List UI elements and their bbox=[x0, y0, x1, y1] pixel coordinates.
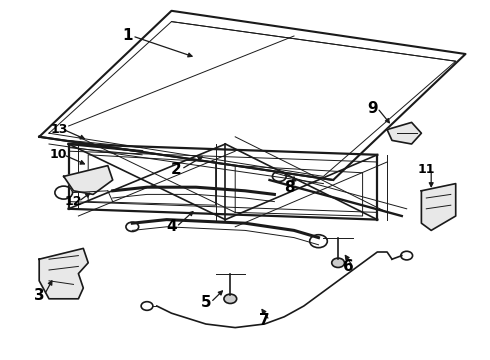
Text: 1: 1 bbox=[122, 28, 133, 44]
Polygon shape bbox=[39, 248, 88, 299]
Text: 4: 4 bbox=[166, 219, 177, 234]
Polygon shape bbox=[387, 122, 421, 144]
Text: 10: 10 bbox=[50, 148, 68, 161]
Text: 2: 2 bbox=[171, 162, 182, 177]
Text: 11: 11 bbox=[417, 163, 435, 176]
Text: 12: 12 bbox=[65, 195, 82, 208]
Text: 6: 6 bbox=[343, 259, 353, 274]
Text: 8: 8 bbox=[284, 180, 294, 195]
Text: 5: 5 bbox=[200, 295, 211, 310]
Text: 7: 7 bbox=[259, 313, 270, 328]
Text: 9: 9 bbox=[367, 100, 378, 116]
Circle shape bbox=[332, 258, 344, 267]
Circle shape bbox=[224, 294, 237, 303]
Text: 13: 13 bbox=[50, 123, 68, 136]
Polygon shape bbox=[64, 166, 113, 194]
Text: 3: 3 bbox=[34, 288, 45, 303]
Polygon shape bbox=[421, 184, 456, 230]
